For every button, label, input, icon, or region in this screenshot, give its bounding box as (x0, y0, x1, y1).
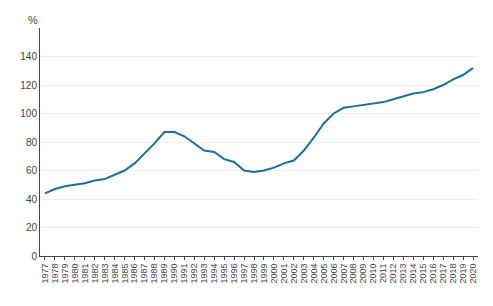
svg-text:1995: 1995 (219, 264, 229, 284)
svg-text:120: 120 (20, 80, 37, 91)
svg-text:2010: 2010 (368, 264, 378, 284)
svg-text:1990: 1990 (169, 264, 179, 284)
svg-text:1977: 1977 (40, 264, 50, 284)
svg-text:2000: 2000 (269, 264, 279, 284)
svg-text:1992: 1992 (189, 264, 199, 284)
svg-text:1982: 1982 (90, 264, 100, 284)
svg-text:2007: 2007 (339, 264, 349, 284)
svg-text:2018: 2018 (448, 264, 458, 284)
svg-text:60: 60 (26, 165, 38, 176)
svg-text:2012: 2012 (388, 264, 398, 284)
svg-text:20: 20 (26, 222, 38, 233)
svg-text:1998: 1998 (249, 264, 259, 284)
svg-text:40: 40 (26, 194, 38, 205)
svg-text:2019: 2019 (458, 264, 468, 284)
svg-text:2015: 2015 (418, 264, 428, 284)
svg-text:1997: 1997 (239, 264, 249, 284)
svg-text:2006: 2006 (329, 264, 339, 284)
svg-text:1981: 1981 (80, 264, 90, 284)
svg-text:2009: 2009 (358, 264, 368, 284)
svg-text:2014: 2014 (408, 264, 418, 284)
svg-text:1999: 1999 (259, 264, 269, 284)
svg-text:1988: 1988 (149, 264, 159, 284)
svg-text:0: 0 (31, 251, 37, 262)
svg-text:1985: 1985 (120, 264, 130, 284)
svg-text:2003: 2003 (299, 264, 309, 284)
svg-text:2017: 2017 (438, 264, 448, 284)
svg-text:1989: 1989 (159, 264, 169, 284)
svg-text:1991: 1991 (179, 264, 189, 284)
svg-text:1979: 1979 (60, 264, 70, 284)
svg-text:1980: 1980 (70, 264, 80, 284)
svg-text:1987: 1987 (139, 264, 149, 284)
svg-text:1993: 1993 (199, 264, 209, 284)
svg-text:80: 80 (26, 137, 38, 148)
svg-text:1978: 1978 (50, 264, 60, 284)
svg-text:2008: 2008 (348, 264, 358, 284)
svg-text:2013: 2013 (398, 264, 408, 284)
svg-text:2005: 2005 (319, 264, 329, 284)
svg-text:1986: 1986 (129, 264, 139, 284)
svg-text:1996: 1996 (229, 264, 239, 284)
svg-text:2016: 2016 (428, 264, 438, 284)
svg-text:2011: 2011 (378, 264, 388, 283)
svg-text:2002: 2002 (289, 264, 299, 284)
svg-text:2001: 2001 (279, 264, 289, 284)
svg-text:1984: 1984 (110, 264, 120, 284)
svg-text:1983: 1983 (100, 264, 110, 284)
svg-text:2020: 2020 (468, 264, 478, 284)
svg-text:%: % (28, 14, 38, 26)
svg-text:100: 100 (20, 108, 37, 119)
svg-text:2004: 2004 (309, 264, 319, 284)
svg-text:140: 140 (20, 51, 37, 62)
svg-text:1994: 1994 (209, 264, 219, 284)
